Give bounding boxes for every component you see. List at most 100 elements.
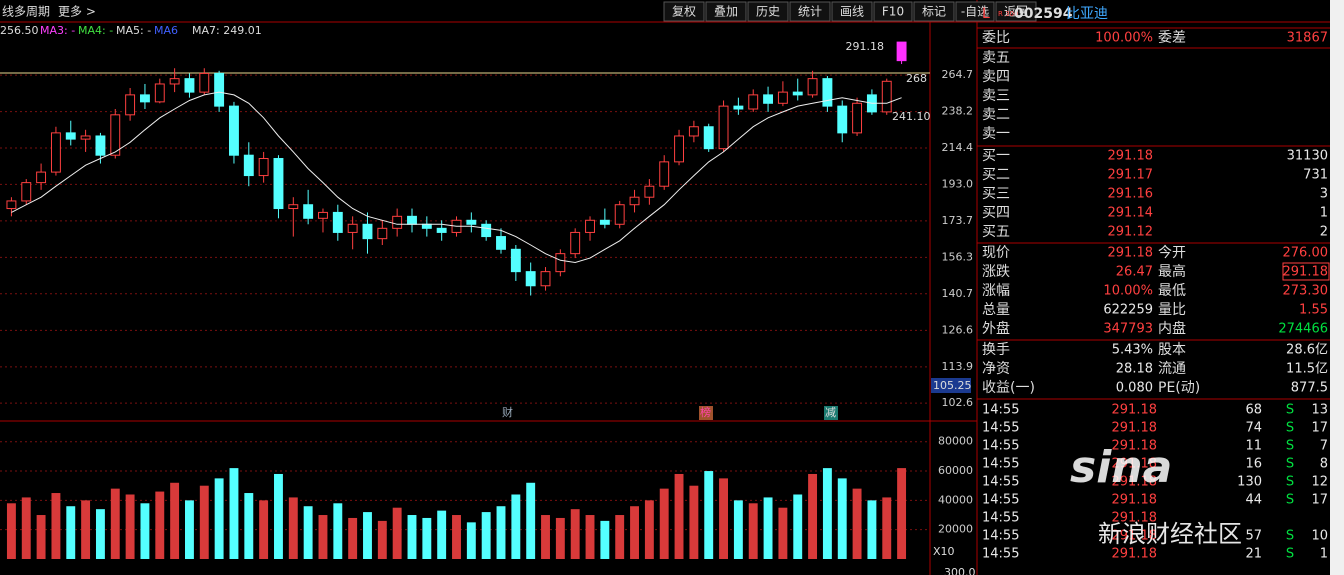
candle-body (303, 204, 314, 219)
trade-side: S (1286, 421, 1294, 436)
quote-volume: 31130 (1287, 149, 1328, 164)
y-tick-label: 40000 (938, 493, 973, 506)
quote-value: 291.14 (1108, 206, 1154, 221)
quote-label: 净资 (982, 361, 1010, 377)
toolbar-button[interactable] (789, 1, 831, 22)
trade-side: S (1286, 493, 1294, 508)
quote-label: 量比 (1158, 302, 1186, 318)
quote-label: 涨跌 (982, 264, 1010, 280)
volume-bar (733, 500, 743, 559)
candle-body (748, 94, 759, 110)
toolbar-button[interactable] (831, 1, 873, 22)
toolbar-button-label[interactable]: -自选 (961, 5, 989, 19)
candle-body (273, 158, 284, 210)
candle-body (110, 114, 121, 156)
trade-time: 14:55 (982, 493, 1019, 508)
candle-body (125, 94, 136, 116)
toolbar-button[interactable] (873, 1, 913, 22)
toolbar-button-label[interactable]: 叠加 (714, 5, 738, 19)
trade-side: S (1286, 529, 1294, 544)
trade-time: 14:55 (982, 547, 1019, 562)
event-marker (824, 406, 838, 420)
trade-vol: 21 (1245, 547, 1262, 562)
y-tick-label: 102.6 (942, 396, 974, 409)
volume-bar (822, 468, 832, 559)
volume-bar (778, 507, 788, 559)
toolbar-label: 更多 > (58, 5, 96, 19)
legend-item: MA6 (154, 24, 178, 37)
candle-body (229, 105, 239, 156)
trade-n: 7 (1320, 439, 1328, 454)
trade-side: S (1286, 403, 1294, 418)
toolbar-button[interactable] (913, 1, 955, 22)
trade-time: 14:55 (982, 403, 1019, 418)
volume-bar (719, 478, 728, 559)
sell-label: 卖四 (982, 69, 1010, 85)
candle-body (466, 219, 477, 225)
trade-time: 14:55 (982, 457, 1019, 472)
candle-body (718, 105, 729, 150)
volume-bar (570, 509, 580, 559)
volume-bar (541, 515, 550, 559)
volume-bar (585, 515, 595, 559)
volume-bar (496, 506, 506, 559)
volume-bar (882, 497, 892, 559)
toolbar-button-label[interactable]: F10 (882, 5, 904, 19)
watermark-text: 新浪财经社区 (1098, 520, 1242, 548)
trade-n: 13 (1311, 403, 1328, 418)
toolbar-button[interactable] (995, 1, 1037, 22)
quote-value: 273.30 (1283, 284, 1329, 299)
volume-bar (229, 468, 239, 559)
candle-body (555, 253, 566, 273)
trade-side: S (1286, 475, 1294, 490)
trade-side: S (1286, 457, 1294, 472)
toolbar-label: 线 (2, 5, 14, 19)
toolbar-button[interactable] (955, 1, 995, 22)
legend-item: MA5: - (116, 24, 151, 37)
y-tick-label: 264.7 (942, 68, 974, 81)
sell-label: 卖二 (982, 107, 1010, 123)
toolbar-button[interactable] (663, 1, 705, 22)
toolbar-button-label[interactable]: 统计 (798, 5, 822, 19)
event-label: 榜 (700, 405, 711, 419)
toolbar-button-label[interactable]: 画线 (840, 5, 864, 19)
quote-value: 291.16 (1108, 187, 1154, 202)
toolbar-button[interactable] (747, 1, 789, 22)
candle-body (852, 102, 863, 134)
quote-value: 291.18 (1108, 246, 1154, 261)
quote-label: 外盘 (982, 320, 1010, 337)
volume-bar (288, 497, 298, 559)
quote-label: 股本 (1158, 342, 1186, 358)
stock-name: 比亚迪 (1066, 6, 1108, 22)
trade-price: 291.18 (1112, 511, 1158, 526)
quote-label: 最高 (1158, 263, 1186, 280)
candle-body (629, 196, 640, 206)
volume-bar (526, 482, 536, 559)
toolbar-button[interactable] (705, 1, 747, 22)
toolbar-button-label[interactable]: 复权 (672, 5, 696, 19)
y-tick-label: 173.7 (942, 214, 974, 227)
quote-volume: 731 (1303, 168, 1328, 183)
quote-label: 换手 (982, 341, 1010, 358)
quote-value: 28.6亿 (1286, 343, 1328, 358)
candle-body (80, 135, 91, 140)
candle-body (154, 83, 165, 103)
toolbar-button-label[interactable]: 历史 (756, 5, 780, 19)
quote-label: 委比 (982, 30, 1010, 46)
volume-bar (377, 520, 387, 559)
volume-bar (125, 494, 135, 559)
bottom-axis-label: 300.0 (944, 566, 976, 575)
quote-value: 291.17 (1108, 168, 1154, 183)
scale-label: X10 (933, 545, 955, 558)
volume-bar (392, 507, 402, 559)
candle-body (763, 94, 774, 104)
event-label: 财 (502, 405, 513, 419)
candle-body (65, 132, 76, 140)
candle-body (496, 236, 506, 250)
volume-bar (51, 493, 61, 559)
legend-item: MA4: - (78, 24, 113, 37)
y-tick-label: 238.2 (942, 105, 974, 118)
toolbar-button-label[interactable]: 标记 (922, 5, 946, 19)
toolbar-button-label[interactable]: 返回 (1004, 5, 1028, 19)
y-tick-label: 140.7 (942, 287, 974, 300)
